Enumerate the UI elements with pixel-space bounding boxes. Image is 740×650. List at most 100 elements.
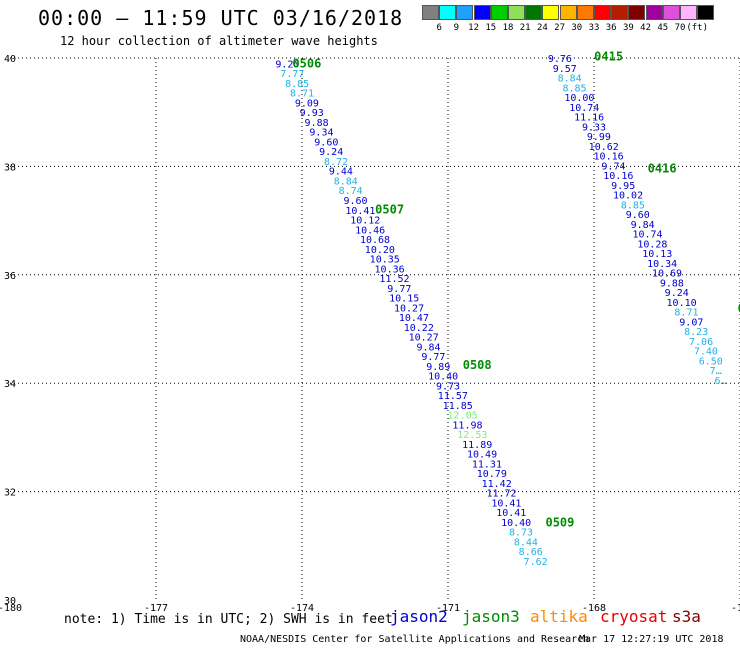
scale-swatch [490,5,508,20]
wave-height-value: 10.36 [375,264,405,275]
legend-cryosat: cryosat [600,607,668,626]
wave-height-value: 6… [715,376,727,387]
scale-swatch [576,5,594,20]
scale-label: 70 [674,23,686,33]
scale-label: 15 [485,23,497,33]
wave-height-value: 9.77 [387,284,411,295]
wave-height-value: 8.72 [324,157,348,168]
wave-height-value: 10.62 [589,142,619,153]
wave-height-value: 10.12 [350,216,380,227]
pass-time-label: 0… [738,301,740,315]
wave-height-value: 11.16 [574,113,604,124]
wave-height-value: 9.60 [314,137,338,148]
wave-height-value: 10.02 [613,191,643,202]
wave-height-value: 10.13 [642,249,672,260]
wave-height-value: 10.16 [594,152,624,163]
wave-height-value: 10.41 [491,498,521,509]
wave-height-value: 8.85 [621,200,645,211]
wave-height-value: 9.24 [319,147,343,158]
wave-height-value: 10.10 [667,298,697,309]
scale-label: 9 [453,23,460,33]
wave-height-value: 10.00 [564,93,594,104]
scale-label: 21 [519,23,531,33]
pass-time-label: 0506 [292,56,321,70]
pass-time-label: 0415 [594,49,623,63]
footer-credit: NOAA/NESDIS Center for Satellite Applica… [240,634,590,645]
pass-time-label: 0509 [545,515,574,529]
wave-height-value: 9.33 [582,122,606,133]
wave-height-value: 10.41 [345,206,375,217]
wave-height-value: 8.84 [334,176,358,187]
scale-label: 36 [605,23,617,33]
scale-swatch [525,5,543,20]
scale-swatch [611,5,629,20]
wave-height-value: 11.57 [438,391,468,402]
wave-height-value: 7.40 [694,347,718,358]
wave-height-value: 9.60 [626,210,650,221]
lon-tick-label: -168 [582,603,606,614]
wave-height-value: 11.52 [379,274,409,285]
page-title: 00:00 – 11:59 UTC 03/16/2018 [38,6,404,30]
wave-height-value: 10.35 [370,255,400,266]
wave-height-value: 8.23 [684,327,708,338]
wave-height-value: 9.93 [300,108,324,119]
scale-swatch [628,5,646,20]
wave-height-value: 12.05 [448,411,478,422]
wave-height-value: 9.74 [601,161,625,172]
wave-height-value: 10.79 [477,469,507,480]
wave-height-value: 10.20 [365,245,395,256]
map-grid [10,57,740,600]
wave-height-value: 10.74 [632,230,662,241]
wave-height-value: 9.84 [631,220,655,231]
wave-height-value: 8.84 [558,74,582,85]
wave-height-value: 8.44 [514,537,538,548]
wave-height-value: 9.99 [587,132,611,143]
scale-label: 12 [468,23,480,33]
wave-height-value: 9.09 [295,98,319,109]
wave-height-value: 9.60 [343,196,367,207]
wave-height-value: 9.73 [436,381,460,392]
scale-label: 18 [502,23,514,33]
wave-height-value: 9.76 [548,54,572,65]
scale-swatch [439,5,457,20]
wave-height-value: 9.44 [329,167,353,178]
wave-height-value: 8.85 [562,83,586,94]
legend-jason3: jason3 [462,607,520,626]
wave-height-value: 10.41 [496,508,526,519]
wave-height-value: 6.50 [699,356,723,367]
wave-height-value: 10.47 [399,313,429,324]
lon-tick-label: -177 [144,603,168,614]
wave-height-value: 9.84 [416,342,440,353]
wave-height-value: 8.71 [290,89,314,100]
legend-s3a: s3a [672,607,701,626]
scale-label: 39 [622,23,634,33]
wave-height-value: 8.85 [285,79,309,90]
scale-swatch [645,5,663,20]
scale-label: 24 [536,23,548,33]
footer-timestamp: Mar 17 12:27:19 UTC 2018 [579,634,724,645]
wave-height-value: 10.46 [355,225,385,236]
wave-height-value: 9.07 [679,317,703,328]
wave-height-value: 8.66 [519,547,543,558]
lon-tick-label: -174 [290,603,314,614]
wave-height-value: 11.42 [482,479,512,490]
wave-height-value: 10.27 [409,333,439,344]
wave-height-value: 11.98 [452,420,482,431]
lon-tick-label: -171 [436,603,460,614]
wave-height-value: 9.57 [553,64,577,75]
wave-height-value: 10.69 [652,269,682,280]
wave-height-value: 9.77 [421,352,445,363]
legend-altika: altika [530,607,588,626]
wave-height-value: 10.16 [603,171,633,182]
scale-swatch [662,5,680,20]
pass-time-label: 0507 [375,203,404,217]
units-note: note: 1) Time is in UTC; 2) SWH is in fe… [64,612,393,627]
scale-label: 42 [640,23,652,33]
legend-jason2: jason2 [390,607,448,626]
wave-height-value: 8.73 [509,528,533,539]
scale-swatch [456,5,474,20]
wave-height-value: 10.74 [569,103,599,114]
scale-label: 6 [436,23,442,33]
